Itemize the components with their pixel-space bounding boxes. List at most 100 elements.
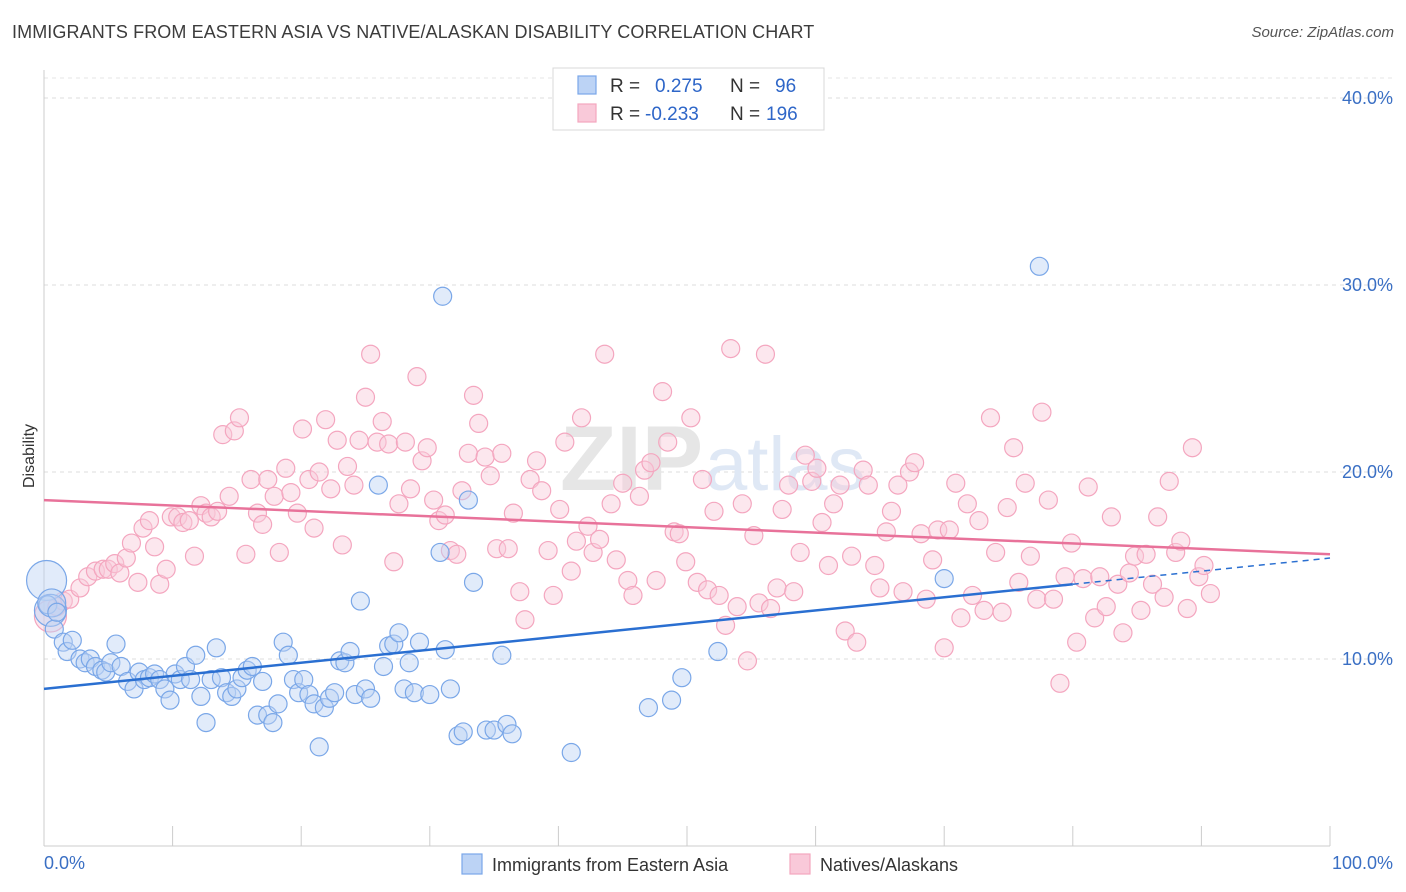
data-point bbox=[1073, 569, 1093, 589]
data-point bbox=[168, 507, 188, 527]
data-point bbox=[1142, 574, 1163, 594]
legend-r-label: R = bbox=[610, 76, 640, 97]
legend-n-value-pink: 196 bbox=[766, 104, 798, 125]
data-point bbox=[939, 520, 959, 540]
data-point bbox=[818, 555, 839, 576]
data-point bbox=[316, 410, 336, 430]
x-tick-labels: 0.0% 100.0% bbox=[44, 853, 1393, 873]
legend-r-label: R = bbox=[610, 104, 640, 125]
data-point bbox=[760, 598, 781, 619]
data-point bbox=[105, 554, 125, 574]
data-point bbox=[652, 382, 673, 402]
bottom-legend-swatch-blue bbox=[461, 853, 483, 875]
data-point bbox=[160, 690, 180, 710]
data-point bbox=[268, 694, 288, 714]
data-point bbox=[1009, 572, 1029, 592]
data-point bbox=[1027, 589, 1047, 609]
data-point bbox=[692, 469, 713, 490]
data-point bbox=[503, 503, 523, 523]
data-point bbox=[287, 503, 307, 523]
y-tick-label: 40.0% bbox=[1342, 88, 1393, 108]
data-point bbox=[934, 638, 954, 658]
data-point bbox=[350, 591, 370, 611]
data-point bbox=[997, 497, 1017, 518]
data-point bbox=[372, 411, 392, 432]
data-point bbox=[70, 578, 90, 598]
data-point bbox=[571, 408, 592, 428]
data-point bbox=[767, 578, 787, 598]
legend-swatch-pink bbox=[577, 103, 597, 123]
data-point bbox=[697, 580, 718, 600]
chart-title: IMMIGRANTS FROM EASTERN ASIA VS NATIVE/A… bbox=[12, 22, 815, 42]
data-point bbox=[407, 367, 427, 387]
data-point bbox=[435, 505, 455, 525]
series-immigrants-eastern-asia bbox=[25, 256, 1049, 763]
legend-r-value-blue: 0.275 bbox=[655, 76, 703, 97]
data-point bbox=[299, 469, 319, 490]
data-point bbox=[532, 481, 552, 501]
data-point bbox=[191, 686, 211, 707]
data-point bbox=[613, 473, 633, 493]
data-point bbox=[236, 544, 256, 564]
data-point bbox=[623, 585, 643, 606]
data-point bbox=[133, 518, 153, 538]
data-point bbox=[186, 645, 206, 665]
data-point bbox=[399, 653, 419, 673]
data-point bbox=[361, 344, 381, 364]
bottom-legend-label-pink: Natives/Alaskans bbox=[820, 855, 958, 875]
data-point bbox=[420, 684, 440, 705]
data-point bbox=[337, 456, 358, 477]
data-point bbox=[144, 537, 165, 557]
data-point bbox=[430, 542, 450, 563]
data-point bbox=[497, 714, 517, 735]
data-point bbox=[893, 582, 913, 602]
data-point bbox=[911, 524, 931, 544]
data-point bbox=[708, 641, 728, 662]
data-point bbox=[737, 651, 758, 671]
data-point bbox=[888, 475, 908, 495]
data-point bbox=[344, 475, 364, 495]
data-point bbox=[709, 585, 729, 606]
data-point bbox=[732, 494, 752, 514]
data-point bbox=[327, 430, 347, 450]
data-point bbox=[453, 722, 473, 742]
data-point bbox=[173, 512, 193, 533]
y-tick-label: 10.0% bbox=[1342, 649, 1393, 669]
data-point bbox=[264, 486, 284, 506]
data-point bbox=[687, 572, 707, 592]
source-label: Source: ZipAtlas.com bbox=[1251, 24, 1394, 41]
data-point bbox=[389, 623, 409, 643]
data-point bbox=[417, 438, 437, 458]
data-point bbox=[373, 656, 394, 677]
data-point bbox=[646, 570, 666, 591]
data-point bbox=[332, 535, 352, 555]
data-point bbox=[281, 482, 301, 503]
data-point bbox=[1004, 438, 1024, 458]
data-point bbox=[638, 698, 659, 718]
data-point bbox=[566, 531, 587, 551]
series-legend: Immigrants from Eastern Asia Natives/Ala… bbox=[461, 853, 958, 875]
data-point bbox=[905, 453, 925, 473]
data-point bbox=[179, 511, 199, 531]
trend-lines bbox=[43, 498, 1331, 691]
data-point bbox=[1096, 597, 1116, 617]
data-point bbox=[1050, 673, 1070, 693]
data-point bbox=[1200, 583, 1221, 604]
data-point bbox=[986, 542, 1006, 563]
data-point bbox=[395, 432, 415, 452]
data-point bbox=[263, 712, 283, 733]
data-point bbox=[543, 585, 563, 606]
data-point bbox=[881, 501, 902, 521]
data-point bbox=[795, 445, 815, 465]
y-tick-labels: 10.0% 20.0% 30.0% 40.0% bbox=[1342, 88, 1393, 669]
data-point bbox=[476, 720, 496, 740]
data-point bbox=[241, 469, 261, 490]
watermark: ZIP atlas bbox=[560, 408, 866, 510]
series-natives-alaskans bbox=[33, 339, 1221, 693]
data-point bbox=[934, 569, 954, 589]
data-point bbox=[1078, 477, 1098, 497]
data-point bbox=[595, 344, 615, 364]
data-point bbox=[538, 540, 558, 561]
data-point bbox=[876, 522, 896, 542]
data-point bbox=[440, 679, 460, 699]
